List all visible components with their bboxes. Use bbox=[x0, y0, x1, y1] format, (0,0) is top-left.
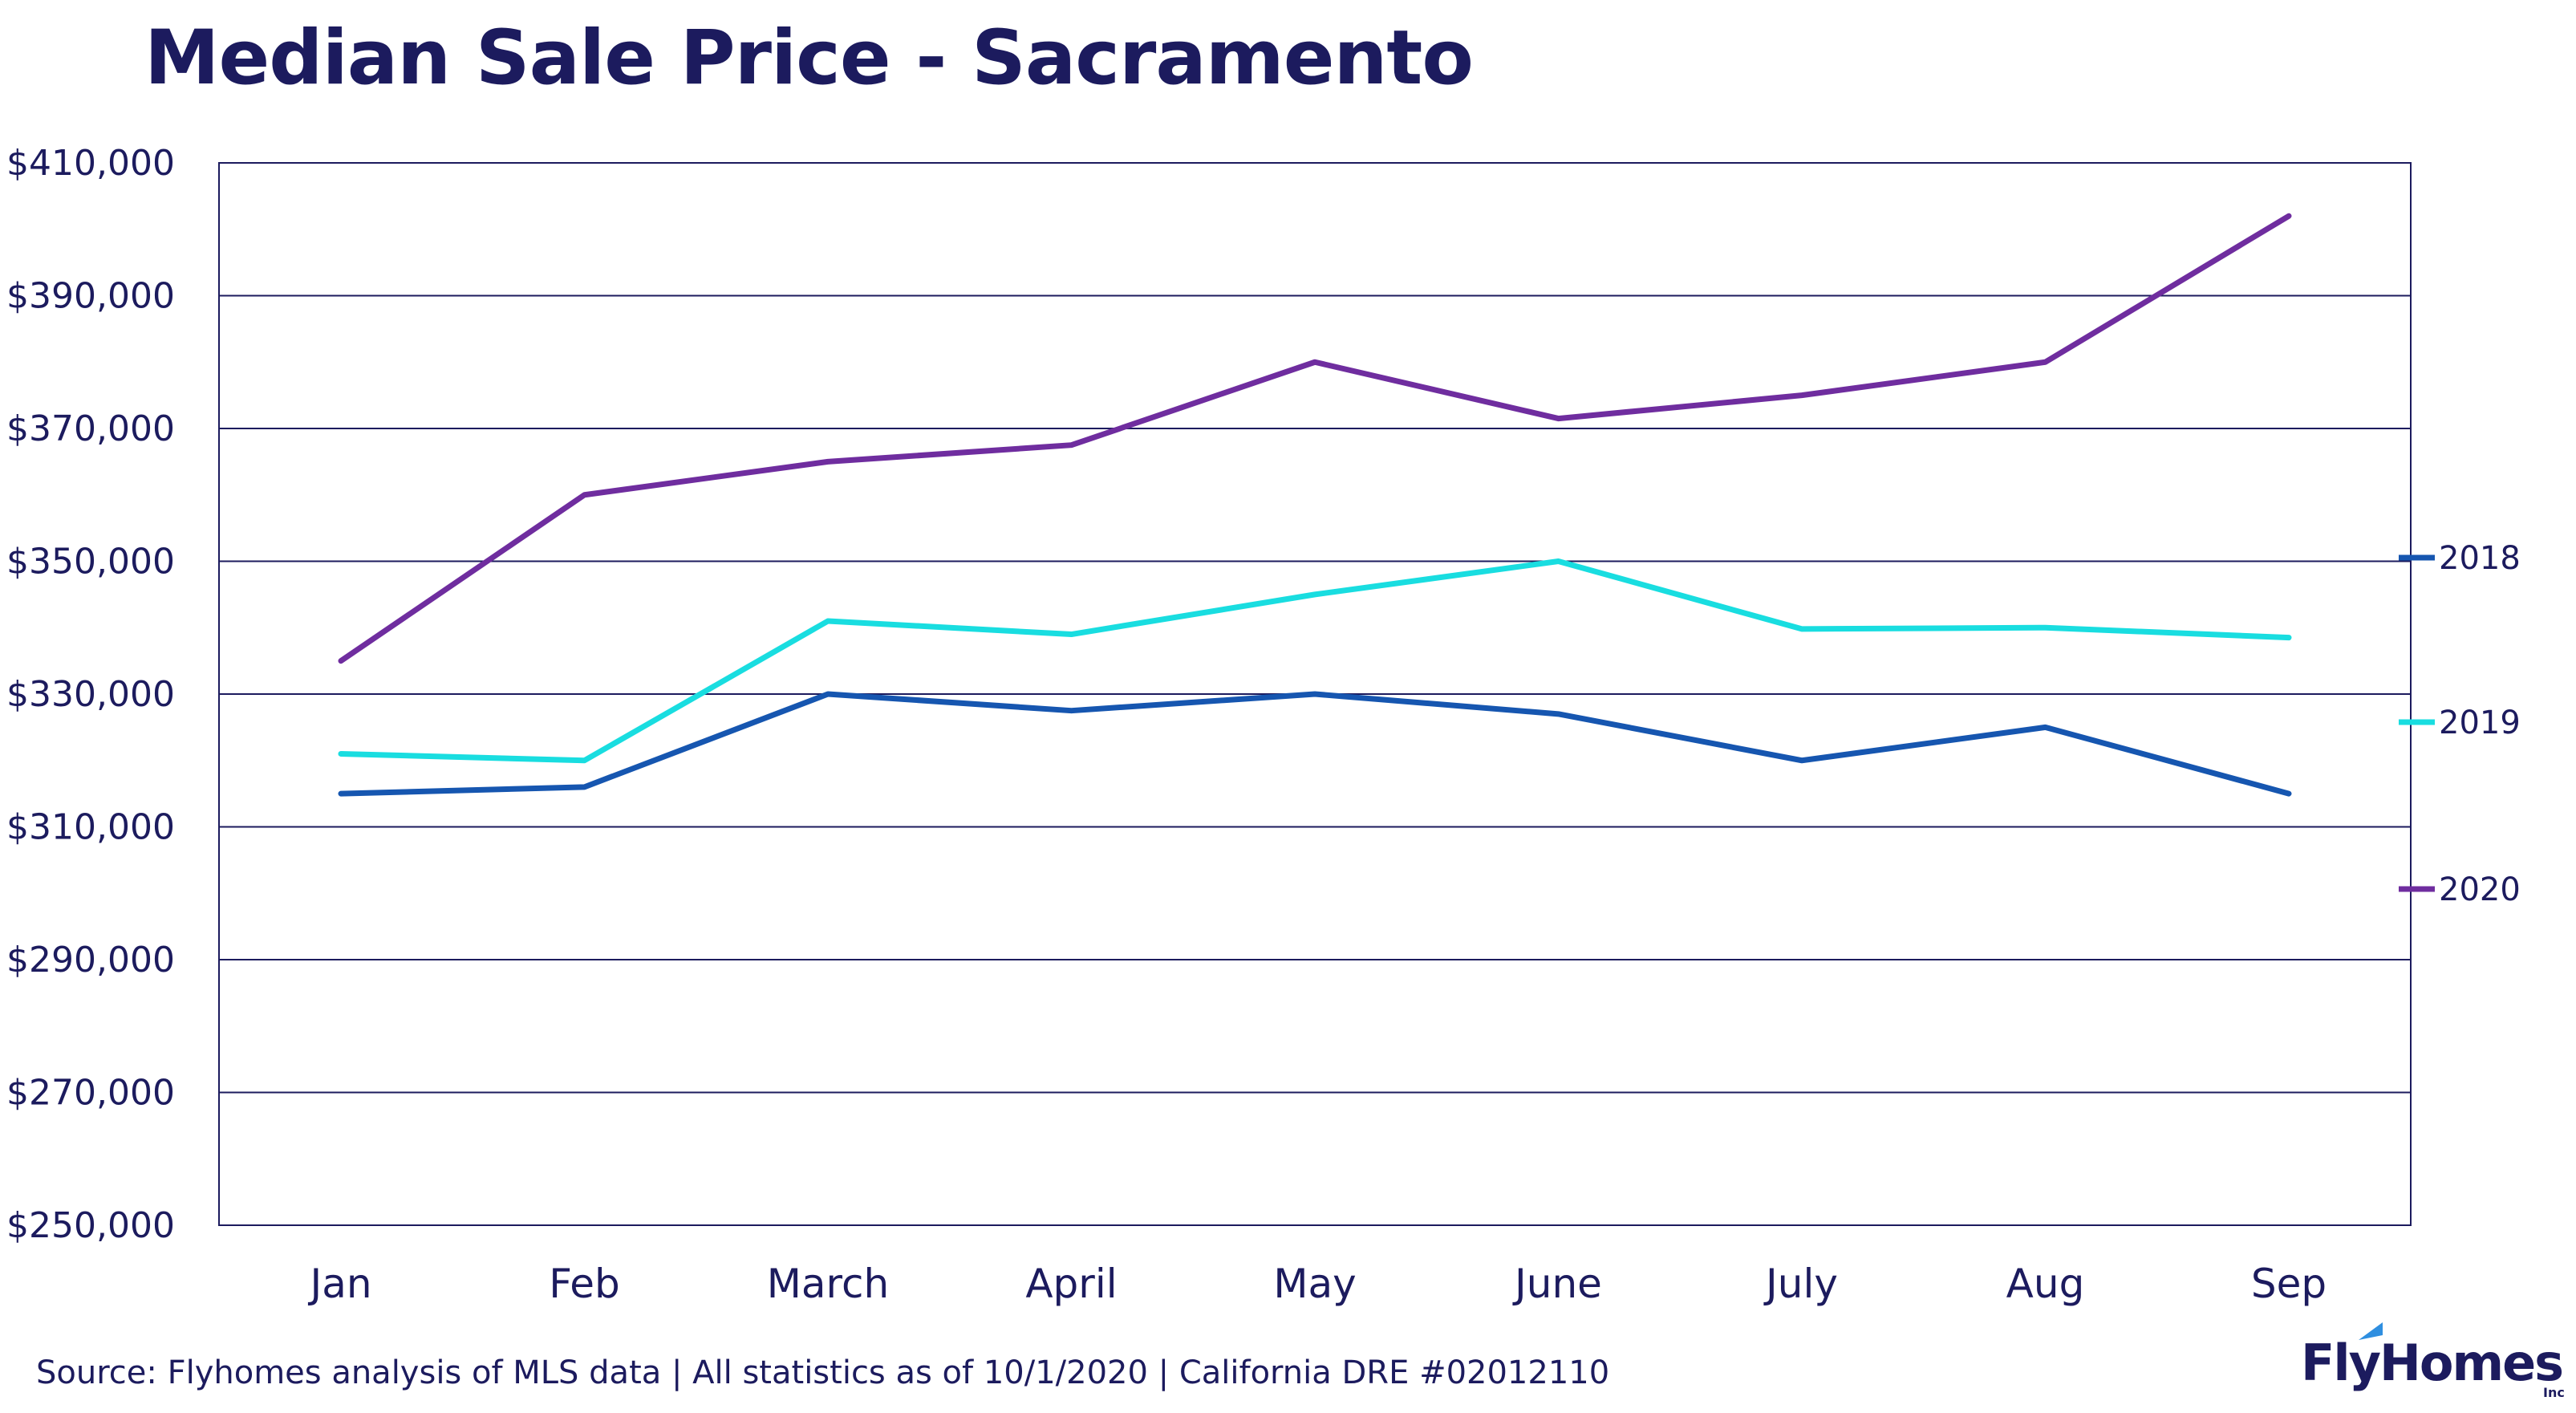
x-tick-label: July bbox=[1763, 1261, 1838, 1307]
y-tick-label: $390,000 bbox=[6, 276, 175, 317]
legend-label-2018: 2018 bbox=[2439, 540, 2521, 577]
legend-label-2020: 2020 bbox=[2439, 871, 2521, 908]
y-tick-label: $370,000 bbox=[6, 408, 175, 449]
y-tick-label: $310,000 bbox=[6, 807, 175, 848]
x-tick-label: June bbox=[1512, 1261, 1602, 1307]
x-tick-label: Feb bbox=[549, 1261, 620, 1307]
chart-title: Median Sale Price - Sacramento bbox=[144, 14, 1474, 102]
x-axis: Jan Feb March April May June July Aug Sep bbox=[307, 1261, 2327, 1307]
y-tick-label: $250,000 bbox=[6, 1205, 175, 1246]
x-tick-label: May bbox=[1273, 1261, 1356, 1307]
y-tick-label: $330,000 bbox=[6, 674, 175, 715]
series-lines bbox=[338, 213, 2292, 797]
series-line-2018 bbox=[338, 691, 2292, 797]
gridlines bbox=[219, 162, 2411, 1226]
legend: 2018 2019 2020 bbox=[2399, 540, 2521, 908]
y-tick-label: $350,000 bbox=[6, 542, 175, 583]
x-tick-label: April bbox=[1025, 1261, 1117, 1307]
source-note: Source: Flyhomes analysis of MLS data | … bbox=[36, 1354, 1610, 1391]
y-tick-label: $290,000 bbox=[6, 940, 175, 981]
legend-label-2019: 2019 bbox=[2439, 704, 2521, 741]
flyhomes-logo: FlyHomes Inc bbox=[2301, 1316, 2574, 1404]
y-tick-label: $270,000 bbox=[6, 1073, 175, 1114]
series-line-2020 bbox=[338, 213, 2292, 664]
x-tick-label: Jan bbox=[307, 1261, 371, 1307]
y-axis: $250,000 $270,000 $290,000 $310,000 $330,000… bbox=[6, 143, 175, 1246]
logo-arrow-icon bbox=[2359, 1322, 2383, 1340]
x-tick-label: Sep bbox=[2251, 1261, 2327, 1307]
x-tick-label: Aug bbox=[2006, 1261, 2085, 1307]
y-tick-label: $410,000 bbox=[6, 143, 175, 184]
series-line-2019 bbox=[338, 558, 2292, 764]
logo-suffix: Inc bbox=[2543, 1385, 2565, 1400]
x-tick-label: March bbox=[767, 1261, 889, 1307]
logo-wordmark: FlyHomes bbox=[2301, 1334, 2564, 1392]
